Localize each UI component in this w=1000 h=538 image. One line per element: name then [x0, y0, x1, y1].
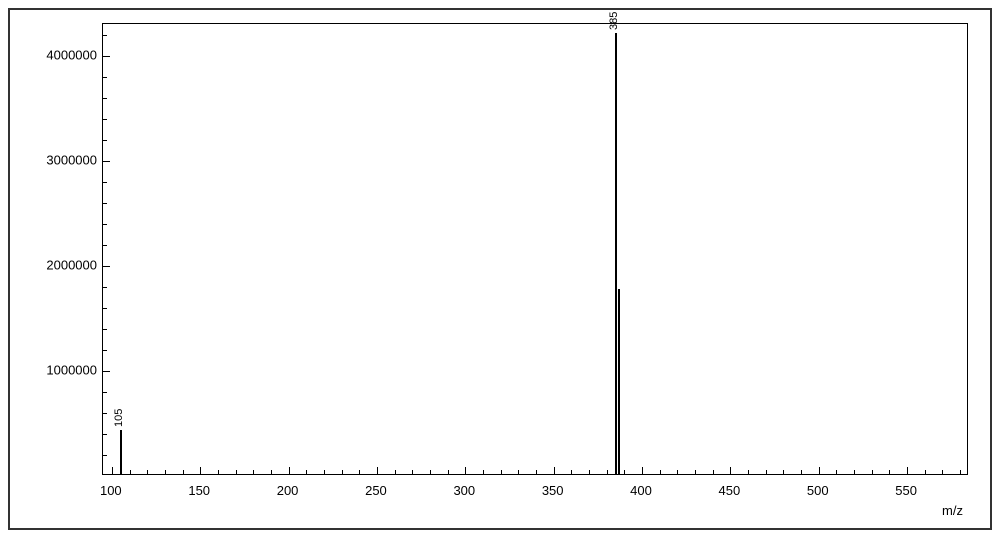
x-tick-label: 400 [630, 483, 652, 498]
y-tick-minor [103, 308, 107, 309]
x-tick-minor [236, 470, 237, 474]
y-tick-major [103, 266, 110, 267]
x-tick-minor [536, 470, 537, 474]
x-tick-minor [501, 470, 502, 474]
x-tick-minor [518, 470, 519, 474]
x-tick-minor [660, 470, 661, 474]
x-tick-minor [359, 470, 360, 474]
y-tick-minor [103, 182, 107, 183]
y-tick-minor [103, 392, 107, 393]
x-tick-minor [783, 470, 784, 474]
y-tick-minor [103, 329, 107, 330]
x-tick-minor [836, 470, 837, 474]
y-tick-major [103, 56, 110, 57]
spectrum-peak [615, 33, 617, 474]
x-tick-minor [271, 470, 272, 474]
plot-area: 105385 [102, 23, 968, 475]
y-tick-minor [103, 98, 107, 99]
x-tick-minor [430, 470, 431, 474]
x-tick-major [554, 467, 555, 474]
x-tick-minor [801, 470, 802, 474]
x-tick-label: 450 [719, 483, 741, 498]
y-tick-minor [103, 350, 107, 351]
x-tick-major [819, 467, 820, 474]
x-tick-minor [253, 470, 254, 474]
x-tick-minor [183, 470, 184, 474]
spectrum-peak [120, 430, 122, 474]
x-tick-major [730, 467, 731, 474]
x-tick-minor [130, 470, 131, 474]
x-tick-minor [412, 470, 413, 474]
x-tick-minor [925, 470, 926, 474]
x-tick-label: 300 [453, 483, 475, 498]
y-tick-minor [103, 287, 107, 288]
x-tick-minor [677, 470, 678, 474]
y-tick-minor [103, 413, 107, 414]
x-tick-major [377, 467, 378, 474]
x-tick-minor [306, 470, 307, 474]
x-tick-minor [324, 470, 325, 474]
y-tick-minor [103, 455, 107, 456]
plot-container: 105385 m/z 1000000 2000000 3000000 4000000 1… [22, 18, 978, 520]
x-tick-minor [483, 470, 484, 474]
x-tick-minor [607, 470, 608, 474]
x-tick-minor [695, 470, 696, 474]
x-tick-minor [960, 470, 961, 474]
x-tick-minor [713, 470, 714, 474]
y-tick-major [103, 161, 110, 162]
y-tick-minor [103, 203, 107, 204]
x-tick-minor [872, 470, 873, 474]
y-tick-label: 2000000 [46, 257, 97, 272]
x-tick-minor [342, 470, 343, 474]
x-tick-label: 100 [100, 483, 122, 498]
x-tick-label: 550 [895, 483, 917, 498]
y-tick-minor [103, 434, 107, 435]
x-tick-minor [624, 470, 625, 474]
x-tick-minor [448, 470, 449, 474]
x-tick-major [112, 467, 113, 474]
peak-label: 385 [608, 11, 620, 29]
y-tick-minor [103, 77, 107, 78]
x-tick-minor [165, 470, 166, 474]
y-tick-label: 4000000 [46, 47, 97, 62]
x-tick-label: 250 [365, 483, 387, 498]
x-tick-major [642, 467, 643, 474]
x-tick-minor [854, 470, 855, 474]
x-tick-major [200, 467, 201, 474]
y-tick-minor [103, 245, 107, 246]
y-tick-label: 1000000 [46, 362, 97, 377]
x-tick-label: 150 [188, 483, 210, 498]
y-tick-minor [103, 119, 107, 120]
x-tick-label: 500 [807, 483, 829, 498]
spectrum-peak [618, 289, 620, 474]
x-tick-minor [395, 470, 396, 474]
x-tick-minor [589, 470, 590, 474]
x-tick-minor [889, 470, 890, 474]
x-tick-minor [748, 470, 749, 474]
x-tick-minor [766, 470, 767, 474]
x-tick-minor [218, 470, 219, 474]
y-tick-label: 3000000 [46, 152, 97, 167]
x-tick-minor [942, 470, 943, 474]
x-tick-major [289, 467, 290, 474]
x-axis-label: m/z [942, 503, 963, 518]
x-tick-label: 200 [277, 483, 299, 498]
x-tick-major [465, 467, 466, 474]
x-tick-minor [147, 470, 148, 474]
x-tick-minor [571, 470, 572, 474]
x-tick-label: 350 [542, 483, 564, 498]
y-tick-minor [103, 140, 107, 141]
y-tick-minor [103, 224, 107, 225]
x-tick-major [907, 467, 908, 474]
y-tick-major [103, 371, 110, 372]
peak-label: 105 [113, 409, 125, 427]
y-tick-minor [103, 35, 107, 36]
